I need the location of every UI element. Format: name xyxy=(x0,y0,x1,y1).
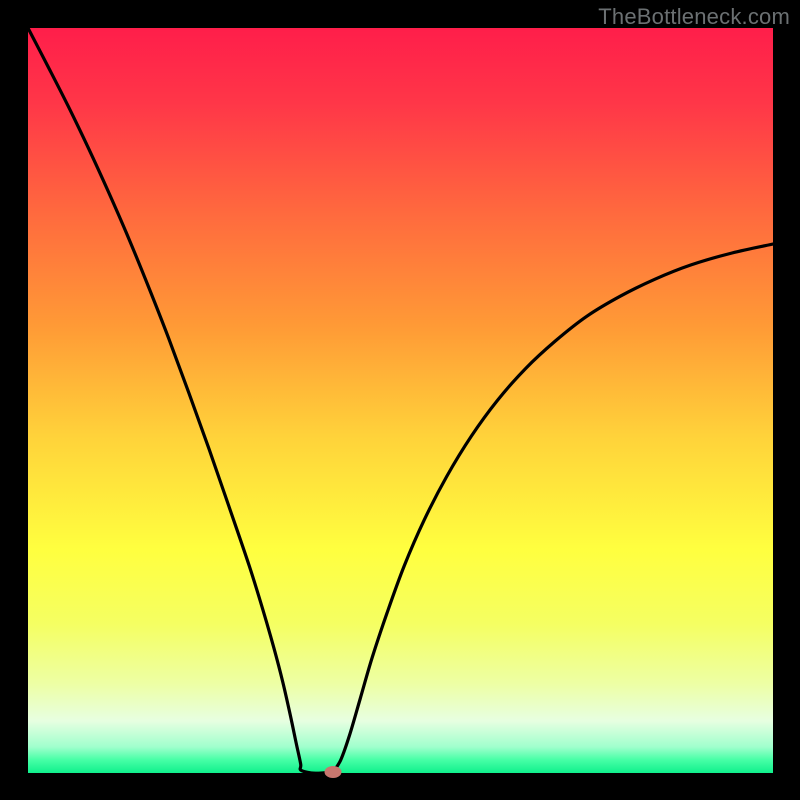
watermark-text: TheBottleneck.com xyxy=(598,4,790,30)
minimum-marker xyxy=(325,766,342,778)
plot-svg xyxy=(28,28,773,773)
chart-frame: TheBottleneck.com xyxy=(0,0,800,800)
gradient-plot-area xyxy=(28,28,773,773)
gradient-background xyxy=(28,28,773,773)
